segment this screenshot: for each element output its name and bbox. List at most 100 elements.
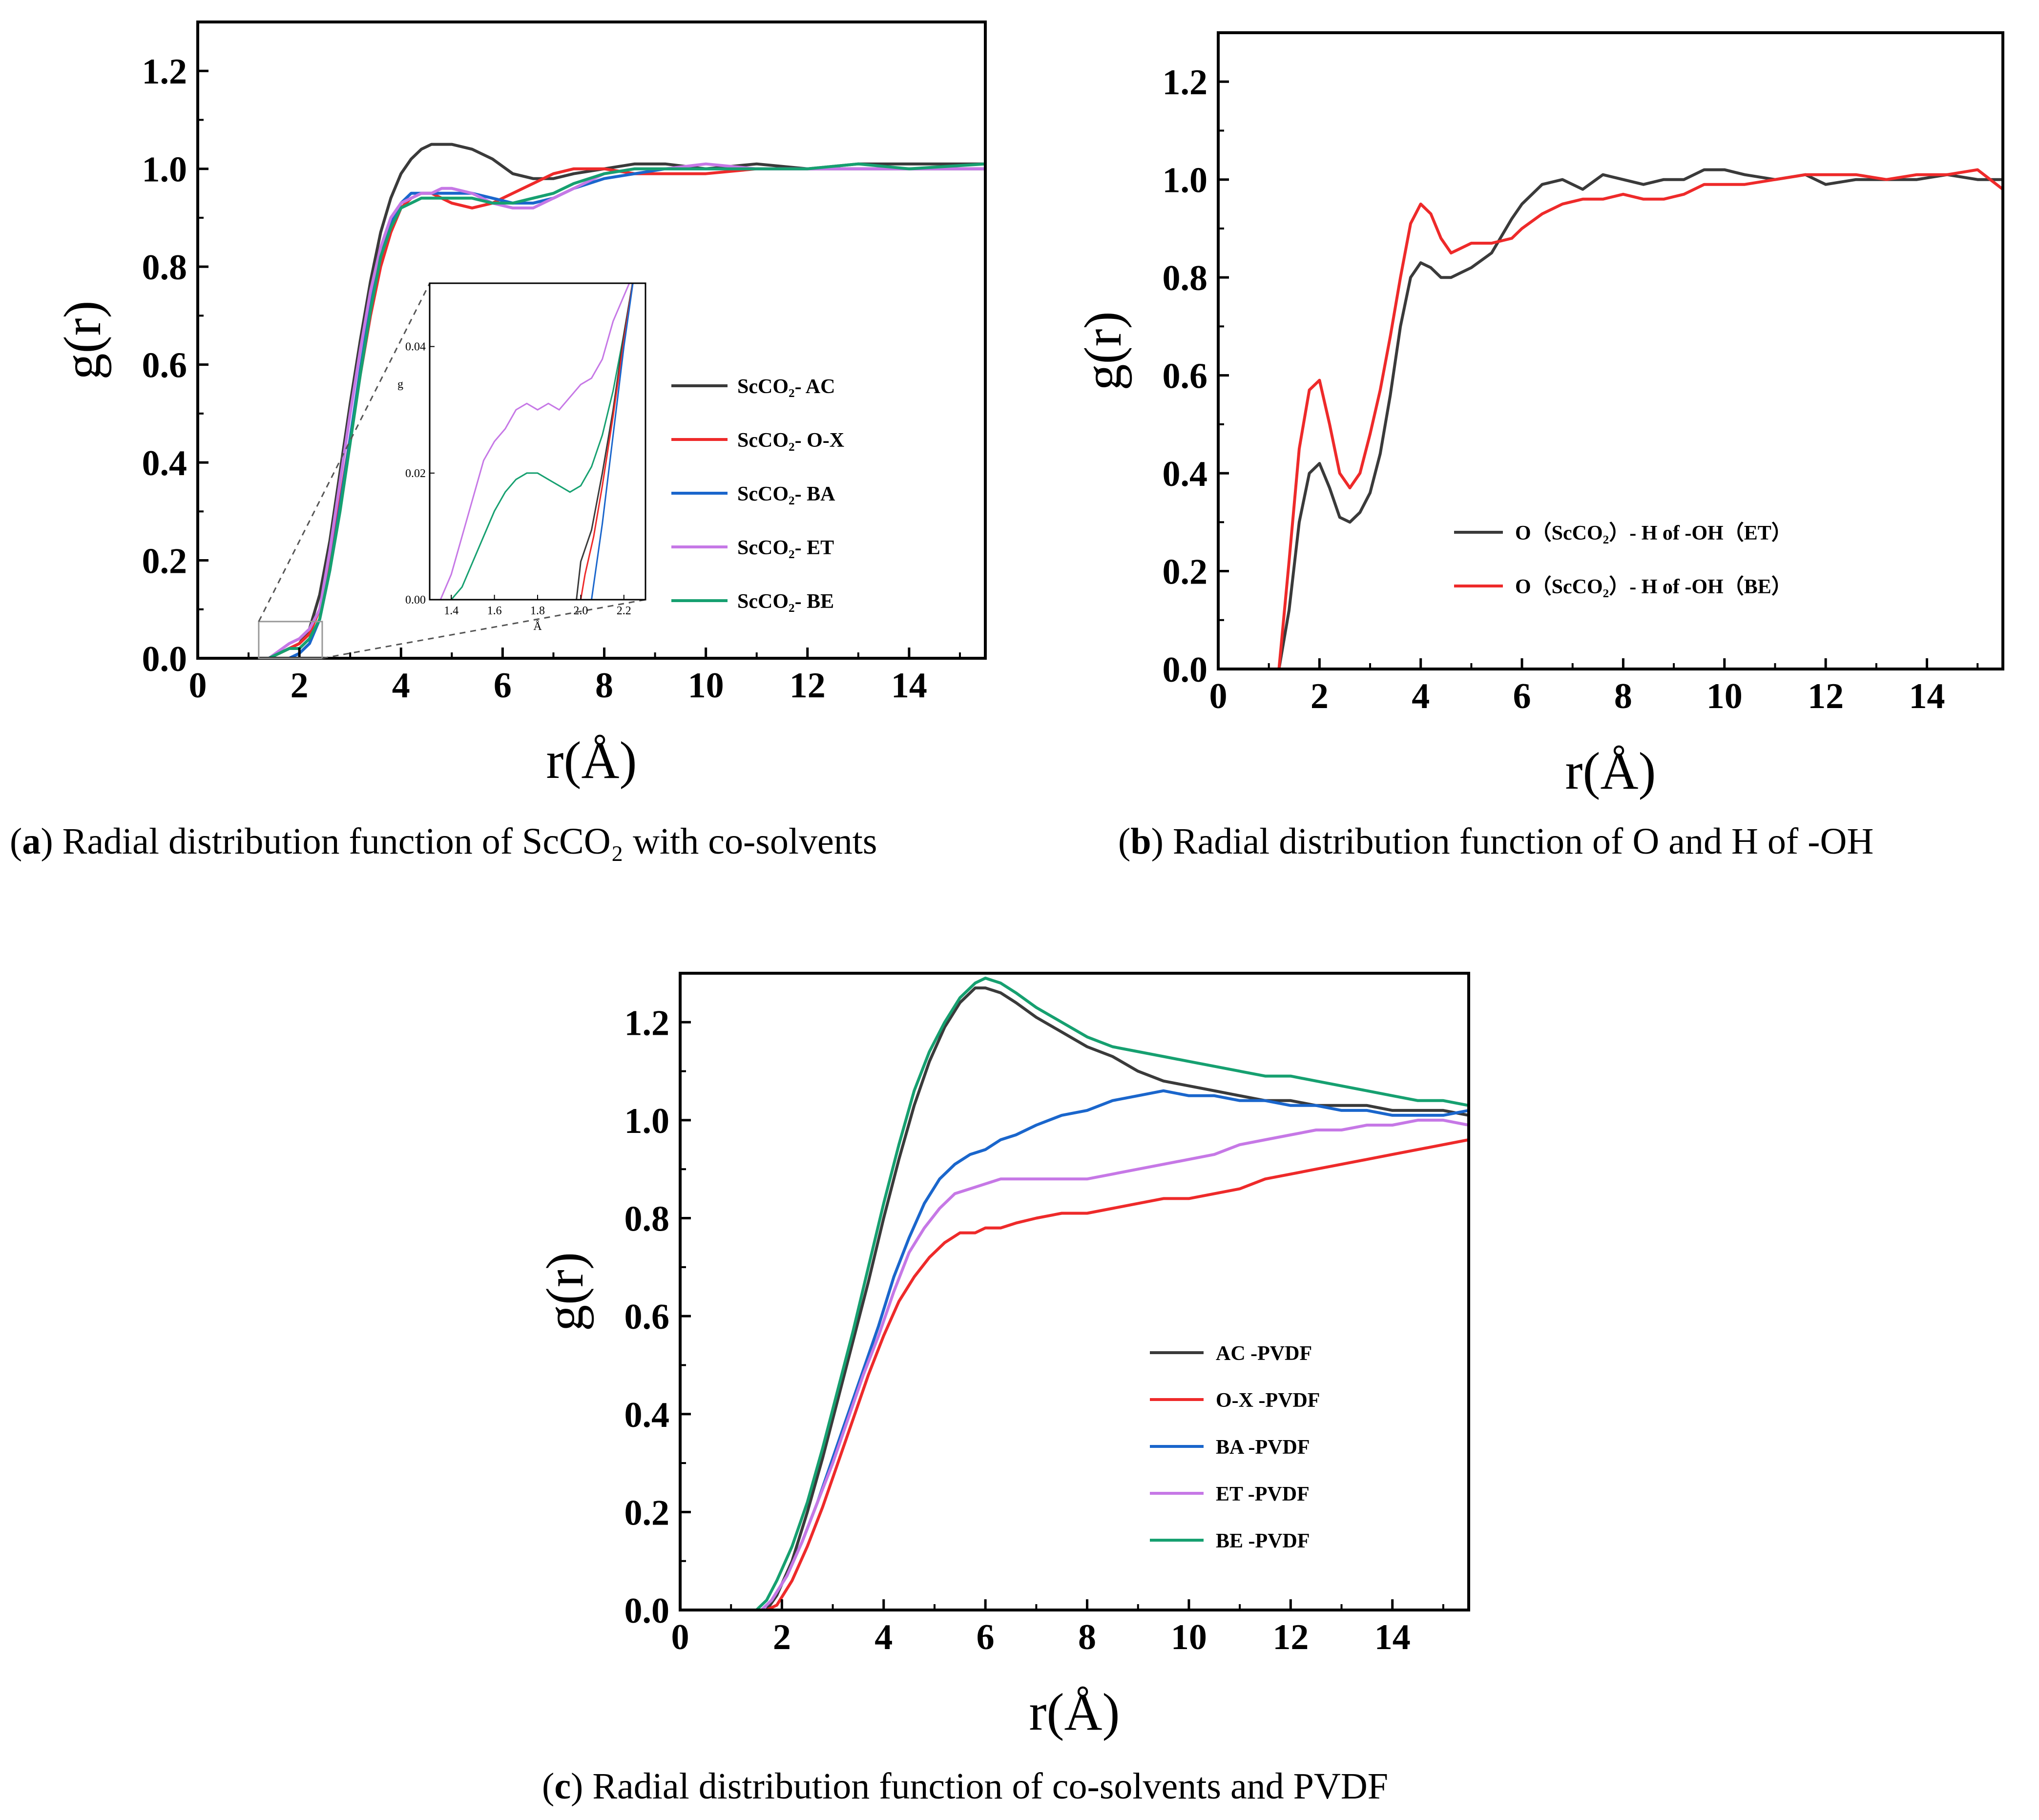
inset-y-axis-label: g	[397, 378, 403, 391]
chart-b: 0 2 4 6 8 10 12 14 0.0 0.2 0.4 0.6 0.8 1.0 1.2 r(Å) g(r)…	[1074, 31, 2004, 800]
inset-y-tick-label-0: 0.00	[405, 594, 426, 607]
y-axis-label-b: g(r)	[1074, 312, 1132, 391]
inset-y-tick-label-2: 0.04	[405, 341, 426, 354]
caption-b: (b) Radial distribution function of O an…	[1118, 821, 1874, 862]
x-tick-label-b-0: 0	[1209, 676, 1228, 716]
series-line-a-4	[247, 162, 987, 660]
x-tick-label-a-0: 0	[189, 666, 207, 706]
legend-label-b-0: O（ScCO₂）- H of -OH（ET）	[1515, 522, 1792, 544]
caption-a-text: ) Radial distribution function of ScCO₂ …	[41, 821, 877, 862]
inset-x-tick-label-1: 1.6	[487, 605, 502, 617]
caption-b-text: ) Radial distribution function of O and …	[1151, 821, 1874, 862]
x-tick-label-a-2: 2	[291, 666, 309, 706]
x-tick-label-c-2: 2	[773, 1617, 791, 1657]
x-tick-label-c-10: 10	[1171, 1617, 1207, 1657]
legend-label-a-2: ScCO₂- BA	[737, 483, 835, 505]
x-tick-label-c-0: 0	[671, 1617, 689, 1657]
inset-series-line-2	[576, 283, 634, 600]
x-tick-label-b-6: 6	[1513, 676, 1531, 716]
y-tick-label-c-0.4: 0.4	[624, 1395, 670, 1435]
y-axis-label-a: g(r)	[54, 301, 112, 380]
inset-series-line-0	[439, 283, 630, 600]
y-tick-label-b-0: 0.0	[1163, 650, 1208, 690]
y-tick-label-b-0.4: 0.4	[1163, 454, 1208, 494]
series-line-a-3	[247, 162, 987, 660]
y-tick-label-c-1: 1.0	[624, 1101, 670, 1141]
x-tick-label-a-8: 8	[595, 666, 613, 706]
caption-c-letter: c	[554, 1766, 571, 1807]
x-tick-label-b-8: 8	[1614, 676, 1632, 716]
legend-label-c-4: BE -PVDF	[1216, 1530, 1310, 1552]
x-axis-label-c: r(Å)	[1029, 1683, 1120, 1741]
inset-background	[430, 283, 645, 600]
x-tick-label-a-10: 10	[688, 666, 724, 706]
inset-series-line-3	[580, 283, 634, 600]
legend-label-a-3: ScCO₂- ET	[737, 537, 834, 559]
series-line-c-4	[755, 977, 1470, 1611]
x-tick-label-c-14: 14	[1374, 1617, 1411, 1657]
x-tick-label-b-10: 10	[1706, 676, 1743, 716]
y-tick-label-c-0.6: 0.6	[624, 1297, 670, 1337]
y-tick-label-b-0.6: 0.6	[1163, 356, 1208, 397]
legend-label-a-1: ScCO₂- O-X	[737, 429, 844, 452]
series-line-c-0	[755, 986, 1470, 1611]
plot-frame-c	[679, 972, 1470, 1611]
x-tick-label-a-6: 6	[494, 666, 512, 706]
inset-connector-bottom	[322, 599, 646, 659]
x-tick-label-a-4: 4	[392, 666, 410, 706]
inset-connector-top	[258, 283, 431, 622]
caption-a-letter: a	[22, 821, 41, 862]
legend-label-c-1: O-X -PVDF	[1216, 1389, 1320, 1412]
inset-series-line-4	[591, 283, 634, 600]
inset-x-axis-label: Å	[533, 620, 542, 633]
y-tick-label-c-0.2: 0.2	[624, 1493, 670, 1533]
y-tick-label-a-0.8: 0.8	[142, 248, 187, 288]
y-axis-label-c: g(r)	[536, 1252, 594, 1331]
y-tick-label-a-0.6: 0.6	[142, 346, 187, 386]
chart-a: 0 2 4 6 8 10 12 14 0.0 0.2 0.4 0.6 0.8 1.0 1.2 r(Å) g(r)…	[54, 21, 987, 790]
inset-x-tick-label-4: 2.2	[617, 605, 631, 617]
plot-frame-b	[1217, 31, 2004, 670]
x-tick-label-c-4: 4	[874, 1617, 893, 1657]
y-tick-label-c-0.8: 0.8	[624, 1199, 670, 1239]
y-tick-label-a-0.2: 0.2	[142, 542, 187, 582]
inset-x-tick-label-0: 1.4	[444, 605, 458, 617]
x-tick-label-c-6: 6	[977, 1617, 995, 1657]
inset-x-tick-label-2: 1.8	[530, 605, 545, 617]
y-tick-label-c-1.2: 1.2	[624, 1003, 670, 1043]
y-tick-label-b-0.2: 0.2	[1163, 552, 1208, 592]
legend-label-c-3: ET -PVDF	[1216, 1483, 1310, 1506]
y-tick-label-a-1.2: 1.2	[142, 52, 187, 92]
x-axis-label-a: r(Å)	[546, 732, 637, 790]
x-tick-label-a-14: 14	[891, 666, 927, 706]
caption-c-text: ) Radial distribution function of co-sol…	[571, 1766, 1388, 1807]
y-tick-label-a-0: 0.0	[142, 639, 187, 679]
legend-label-a-4: ScCO₂- BE	[737, 590, 834, 613]
caption-a: (a) Radial distribution function of ScCO…	[10, 821, 877, 862]
x-tick-label-b-4: 4	[1412, 676, 1430, 716]
x-axis-label-b: r(Å)	[1565, 742, 1656, 800]
inset-chart-a: 1.4 1.6 1.8 2.0 2.2 0.00 0.02 0.04 Åg	[258, 282, 646, 659]
caption-b-letter: b	[1130, 821, 1151, 862]
x-tick-label-b-2: 2	[1311, 676, 1329, 716]
y-tick-label-b-1: 1.0	[1163, 161, 1208, 201]
plot-frame-a	[196, 21, 987, 660]
inset-zoom-box	[258, 621, 323, 659]
inset-x-tick-label-3: 2.0	[573, 605, 588, 617]
chart-c: 0 2 4 6 8 10 12 14 0.0 0.2 0.4 0.6 0.8 1.0 1.2 r(Å) g(r)…	[536, 972, 1470, 1741]
y-tick-label-a-1: 1.0	[142, 150, 187, 190]
y-tick-label-a-0.4: 0.4	[142, 443, 187, 483]
x-tick-label-b-14: 14	[1909, 676, 1945, 716]
inset-y-tick-label-1: 0.02	[405, 467, 426, 480]
legend-label-a-0: ScCO₂- AC	[737, 376, 835, 398]
legend-label-c-0: AC -PVDF	[1216, 1342, 1312, 1365]
legend-label-b-1: O（ScCO₂）- H of -OH（BE）	[1515, 575, 1792, 598]
y-tick-label-c-0: 0.0	[624, 1591, 670, 1631]
y-tick-label-b-1.2: 1.2	[1163, 63, 1208, 103]
x-tick-label-c-8: 8	[1078, 1617, 1096, 1657]
caption-c: (c) Radial distribution function of co-s…	[542, 1766, 1388, 1807]
series-line-c-1	[765, 1138, 1470, 1611]
inset-series-line-1	[451, 283, 634, 600]
series-line-c-3	[760, 1118, 1470, 1611]
